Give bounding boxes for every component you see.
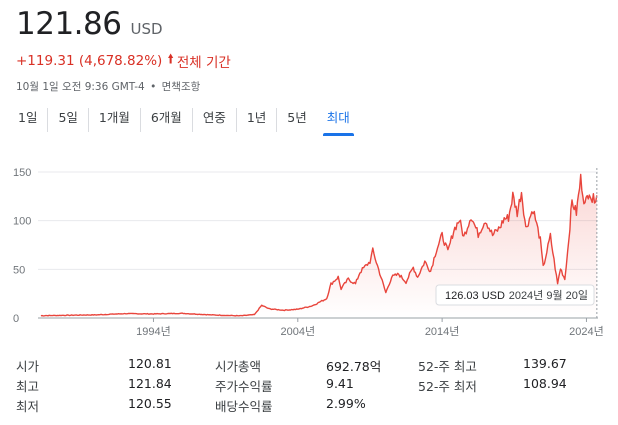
y-tick-label: 50 xyxy=(13,264,25,276)
arrow-up-icon: 🠙 xyxy=(167,52,174,67)
stat-value: 108.94 xyxy=(523,376,567,391)
tab-2[interactable]: 1개월 xyxy=(89,108,141,132)
stat-label: 최저 xyxy=(16,399,40,414)
stat-label: 주가수익률 xyxy=(215,379,273,394)
tooltip-box xyxy=(435,284,595,306)
stat-label: 시가 xyxy=(16,359,40,374)
stat-value: 139.67 xyxy=(523,356,567,371)
tab-6[interactable]: 5년 xyxy=(287,110,307,125)
stat-value: 120.81 xyxy=(128,356,172,371)
tab-0[interactable]: 1일 xyxy=(8,108,49,132)
range-tabs: 1일 5일 1개월 6개월 연중 1년 5년 최대 xyxy=(8,108,360,136)
x-tick-label: 2004년 xyxy=(280,325,315,338)
price-line xyxy=(40,173,598,317)
y-tick-label: 100 xyxy=(13,216,31,228)
stat-value: 121.84 xyxy=(128,376,172,391)
price-chart[interactable]: 150 100 50 0 1994년 2004년 2014년 2024년 126.03 USD 2… xyxy=(0,158,618,343)
disclaimer-link[interactable]: 면책조항 xyxy=(161,81,201,93)
tooltip-value: 126.03 USD xyxy=(445,290,505,302)
tab-7[interactable]: 최대 xyxy=(317,108,360,136)
tab-4[interactable]: 연중 xyxy=(193,108,237,132)
stat-value: 9.41 xyxy=(326,376,354,391)
stat-value: 120.55 xyxy=(128,396,172,411)
stat-label: 최고 xyxy=(16,379,40,394)
x-tick-label: 2014년 xyxy=(425,325,460,338)
x-tick-label: 1994년 xyxy=(136,325,171,338)
stat-value: 2.99% xyxy=(326,396,366,411)
y-tick-label: 150 xyxy=(13,167,31,179)
timestamp: 10월 1일 오전 9:36 GMT-4 xyxy=(16,81,145,93)
price-area-fill xyxy=(40,174,597,318)
change-period: 전체 기간 xyxy=(176,55,231,71)
stat-label: 배당수익률 xyxy=(215,399,273,414)
tab-5[interactable]: 1년 xyxy=(237,108,278,132)
x-tick-label: 2024년 xyxy=(569,325,604,338)
stat-label: 52-주 최저 xyxy=(418,379,477,394)
meta-row: 10월 1일 오전 9:36 GMT-4 • 면책조항 xyxy=(16,79,200,94)
tab-3[interactable]: 6개월 xyxy=(141,108,193,132)
stat-label: 시가총액 xyxy=(215,359,262,374)
tab-1[interactable]: 5일 xyxy=(48,108,89,132)
bullet-separator: • xyxy=(150,81,157,93)
currency-label: USD xyxy=(130,20,163,38)
current-price: 121.86 xyxy=(16,6,122,42)
change-row: +119.31 (4,678.82%) 🠙 전체 기간 xyxy=(16,50,231,72)
stat-label: 52-주 최고 xyxy=(418,359,477,374)
price-change: +119.31 (4,678.82%) xyxy=(16,53,163,69)
stat-value: 692.78억 xyxy=(326,359,382,374)
tooltip-date: 2024년 9월 20일 xyxy=(509,288,588,302)
price-row: 121.86 USD xyxy=(16,6,163,42)
y-tick-label: 0 xyxy=(13,313,19,325)
